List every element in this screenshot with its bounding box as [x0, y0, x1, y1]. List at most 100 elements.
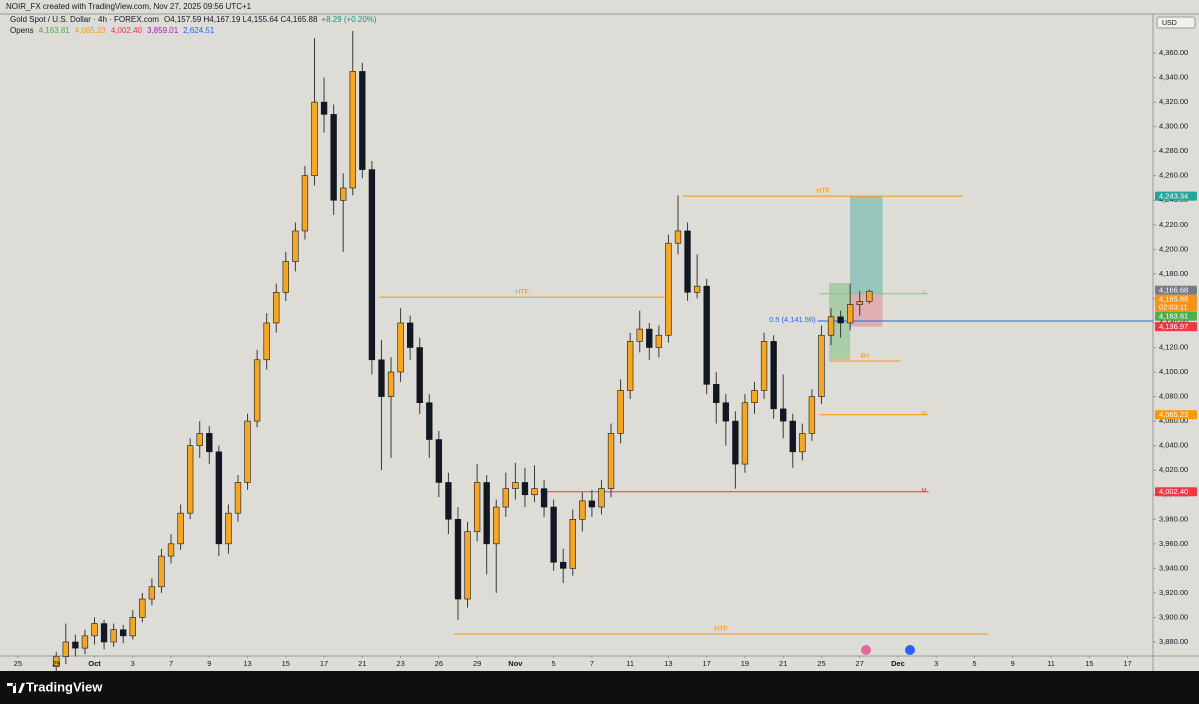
y-tick-label: 3,920.00 [1159, 588, 1188, 597]
candle-body [110, 629, 117, 643]
candle-body [129, 617, 136, 637]
candle-body [827, 316, 835, 336]
candle-body [196, 433, 203, 446]
candle-body [349, 71, 356, 189]
level-label: HTF [816, 188, 830, 195]
event-icon[interactable] [861, 645, 871, 655]
position-zone [850, 196, 883, 294]
symbol: Gold Spot / U.S. Dollar · 4h · FOREX.com [10, 15, 159, 24]
candle-body [72, 641, 79, 649]
candle-body [273, 291, 280, 324]
price-label: 4,166.68 [1159, 285, 1188, 294]
y-tick-label: 4,020.00 [1159, 465, 1188, 474]
y-tick-label: 3,980.00 [1159, 514, 1188, 523]
price-label: 4,065.23 [1159, 410, 1188, 419]
candle-body [483, 482, 490, 545]
attribution: NOIR_FX created with TradingView.com, No… [6, 2, 252, 11]
open-value: 3,859.01 [147, 26, 179, 35]
candle-body [253, 359, 261, 422]
price-label-box [1155, 294, 1197, 312]
y-tick-label: 3,900.00 [1159, 612, 1188, 621]
x-tick-label: 5 [972, 659, 976, 668]
x-tick-label: 3 [934, 659, 938, 668]
x-tick-label: 25 [817, 659, 825, 668]
candle-body [244, 420, 251, 483]
candle-body [866, 290, 873, 302]
x-tick-label: 21 [779, 659, 787, 668]
candle-body [62, 641, 69, 658]
opens-title: Opens [10, 26, 34, 35]
x-tick-label: 15 [282, 659, 290, 668]
x-tick-label: 29 [473, 659, 481, 668]
candle-body [789, 420, 796, 453]
candle-body [167, 543, 175, 557]
plot-area: HTF HTF HTF 4H D W M 0.5 (4,141.56) [53, 30, 1153, 673]
price-label: 4,165.88 [1159, 294, 1188, 303]
brand: TradingView [26, 679, 103, 694]
open-value: 4,163.81 [39, 26, 71, 35]
candle-body [560, 561, 567, 569]
x-tick-label: 9 [207, 659, 211, 668]
candle-body [186, 445, 194, 514]
candle-body [540, 488, 548, 508]
level-label: 4H [860, 353, 869, 360]
candle-body [387, 371, 395, 397]
y-tick-label: 3,960.00 [1159, 539, 1188, 548]
candle-body [598, 488, 605, 508]
candle-body [837, 316, 844, 324]
candle-body [607, 433, 615, 489]
y-tick-label: 4,040.00 [1159, 441, 1188, 450]
y-tick-label: 3,880.00 [1159, 637, 1188, 646]
footer-bar [0, 671, 1199, 704]
y-tick-label: 3,940.00 [1159, 563, 1188, 572]
candle-body [531, 488, 538, 496]
candle-body [856, 301, 863, 305]
candle-body [626, 341, 634, 391]
level-label: HTF [714, 626, 728, 633]
candle-body [340, 187, 347, 201]
x-tick-label: 17 [320, 659, 328, 668]
candle-body [655, 334, 663, 348]
price-label: 4,002.40 [1159, 487, 1188, 496]
candle-body [512, 482, 519, 489]
candle-body [139, 598, 146, 618]
candle-body [301, 175, 309, 232]
candle-body [359, 71, 366, 170]
price-label: 4,136.97 [1159, 322, 1188, 331]
y-tick-label: 4,200.00 [1159, 244, 1188, 253]
x-tick-label: 27 [856, 659, 864, 668]
candle-body [330, 114, 337, 201]
candle-body [588, 500, 596, 508]
price-label: 4,243.34 [1159, 191, 1188, 200]
header: O4,157.59 H4,167.19 L4,155.64 C4,165.88 +… [10, 15, 377, 35]
price-label-box [1155, 322, 1197, 332]
candle-body [713, 384, 720, 404]
candle-body [148, 586, 156, 600]
candle-body [206, 433, 213, 453]
y-tick-label: 4,320.00 [1159, 97, 1188, 106]
y-tick-label: 4,220.00 [1159, 220, 1188, 229]
x-tick-label: 11 [626, 659, 634, 668]
price-label-box [1155, 410, 1197, 420]
candle-body [846, 304, 854, 324]
candle-body [225, 512, 232, 545]
y-tick-label: 4,300.00 [1159, 122, 1188, 131]
x-tick-label: 11 [1047, 659, 1055, 668]
x-tick-label: 25 [14, 659, 22, 668]
candle-body [120, 629, 127, 637]
level-label: HTF [515, 289, 529, 296]
candle-body [435, 439, 443, 483]
candle-body [473, 482, 481, 532]
open-value: 4,065.23 [75, 26, 107, 35]
currency-box[interactable] [1156, 16, 1196, 29]
candle-body [215, 451, 223, 545]
candle-body [636, 328, 643, 342]
event-icon[interactable] [905, 645, 915, 655]
candle-body [378, 359, 385, 397]
candle-body [263, 322, 270, 361]
candle-body [770, 341, 777, 410]
candle-body [741, 402, 749, 465]
candle-body [722, 402, 729, 422]
level-label: W [921, 411, 927, 417]
